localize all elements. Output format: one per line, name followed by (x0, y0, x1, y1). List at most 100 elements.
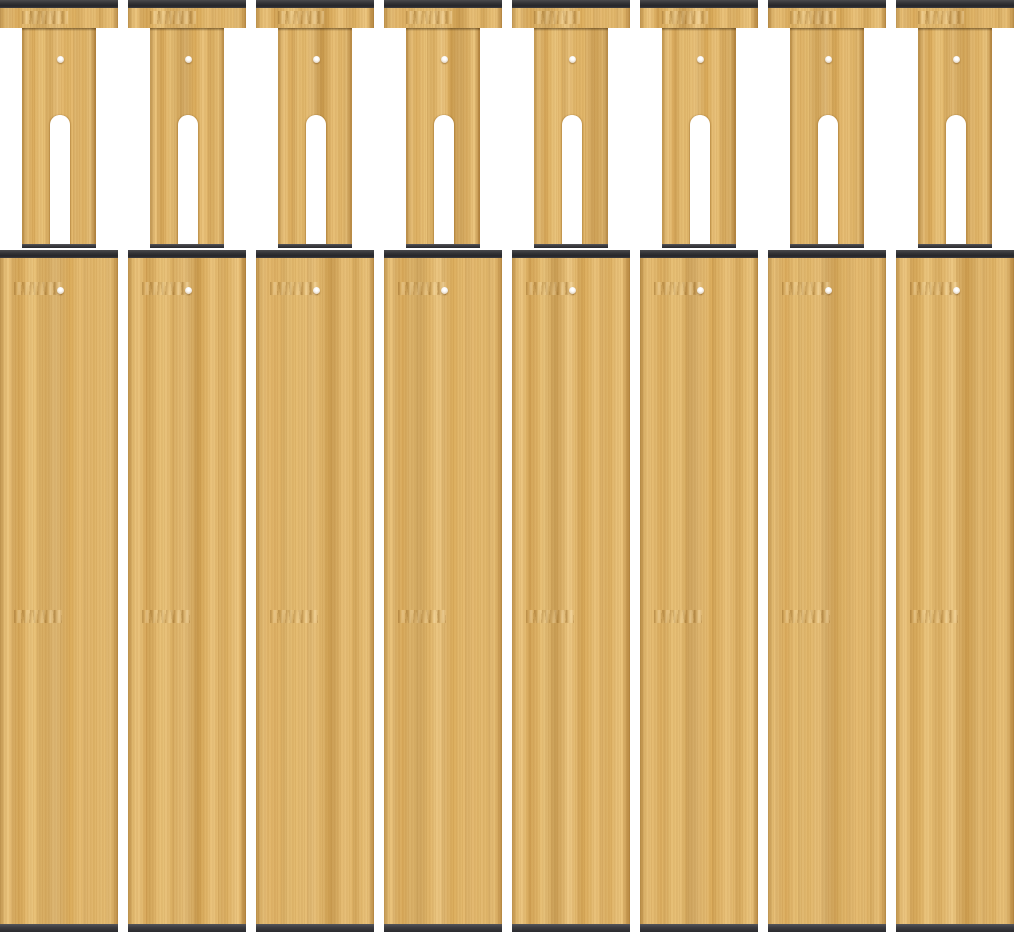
finger-hole (952, 55, 960, 63)
leg-foot-cap (22, 244, 96, 248)
bamboo-grain-surface (0, 250, 118, 932)
finger-hole (184, 55, 192, 63)
spring-slot (690, 115, 710, 248)
divider-head (384, 0, 502, 28)
non-slip-rubber-strip (768, 0, 886, 8)
bamboo-grain-surface (256, 250, 374, 932)
divider-board (768, 250, 886, 932)
finger-hole (312, 55, 320, 63)
spring-slot (562, 115, 582, 248)
board-edge-shading-right (496, 250, 502, 932)
board-edge-shading-right (240, 0, 246, 28)
leg-foot-cap (790, 244, 864, 248)
finger-hole (824, 286, 832, 294)
board-edge-shading-right (986, 28, 992, 248)
board-edge-shading-left (256, 250, 261, 932)
divider-spring-leg (150, 28, 224, 248)
non-slip-rubber-strip (384, 250, 502, 258)
board-edge-shading-right (368, 250, 374, 932)
head-underside-shadow (278, 28, 352, 31)
spring-slot (946, 115, 966, 248)
board-edge-shading-right (496, 0, 502, 28)
divider-spring-leg (534, 28, 608, 248)
finger-hole (568, 55, 576, 63)
finger-hole (440, 55, 448, 63)
leg-foot-cap (534, 244, 608, 248)
leg-foot-cap (662, 244, 736, 248)
finger-hole (312, 286, 320, 294)
finger-hole (696, 286, 704, 294)
head-underside-shadow (22, 28, 96, 31)
divider-head (640, 0, 758, 28)
board-edge-shading-left (0, 0, 5, 28)
board-edge-shading-left (768, 250, 773, 932)
board-edge-shading-left (384, 250, 389, 932)
board-edge-shading-left (512, 0, 517, 28)
divider-row-bottom (0, 250, 1024, 932)
head-underside-shadow (406, 28, 480, 31)
board-edge-shading-left (662, 28, 667, 248)
bamboo-grain-surface (640, 250, 758, 932)
head-underside-shadow (534, 28, 608, 31)
board-edge-shading-left (384, 0, 389, 28)
finger-hole (696, 55, 704, 63)
finger-hole (56, 55, 64, 63)
board-edge-shading-right (1008, 0, 1014, 28)
board-edge-shading-right (112, 0, 118, 28)
board-edge-shading-left (790, 28, 795, 248)
divider-head (128, 0, 246, 28)
head-underside-shadow (918, 28, 992, 31)
divider-board (128, 250, 246, 932)
non-slip-rubber-strip (640, 250, 758, 258)
board-edge-shading-left (896, 250, 901, 932)
board-edge-shading-right (346, 28, 352, 248)
head-underside-shadow (790, 28, 864, 31)
board-edge-shading-left (150, 28, 155, 248)
bamboo-grain-surface (768, 250, 886, 932)
board-edge-shading-left (406, 28, 411, 248)
divider-spring-leg (278, 28, 352, 248)
non-slip-rubber-strip (768, 250, 886, 258)
board-edge-shading-left (640, 250, 645, 932)
finger-hole (184, 286, 192, 294)
divider-board (896, 250, 1014, 932)
divider-board (0, 250, 118, 932)
board-edge-shading-left (896, 0, 901, 28)
board-edge-shading-right (624, 0, 630, 28)
board-edge-shading-right (752, 0, 758, 28)
board-edge-shading-right (90, 28, 96, 248)
finger-hole (440, 286, 448, 294)
board-edge-shading-left (278, 28, 283, 248)
bamboo-grain-surface (384, 250, 502, 932)
leg-foot-cap (278, 244, 352, 248)
non-slip-rubber-strip (512, 250, 630, 258)
non-slip-rubber-strip-bottom (384, 924, 502, 932)
non-slip-rubber-strip-bottom (0, 924, 118, 932)
non-slip-rubber-strip (128, 0, 246, 8)
non-slip-rubber-strip (256, 0, 374, 8)
non-slip-rubber-strip (0, 0, 118, 8)
non-slip-rubber-strip-bottom (256, 924, 374, 932)
divider-board (384, 250, 502, 932)
finger-hole (952, 286, 960, 294)
non-slip-rubber-strip-bottom (896, 924, 1014, 932)
divider-head (896, 0, 1014, 28)
finger-hole (56, 286, 64, 294)
divider-board (640, 250, 758, 932)
divider-spring-leg (790, 28, 864, 248)
board-edge-shading-right (474, 28, 480, 248)
finger-hole (568, 286, 576, 294)
non-slip-rubber-strip (896, 250, 1014, 258)
leg-foot-cap (918, 244, 992, 248)
board-edge-shading-right (730, 28, 736, 248)
divider-spring-leg (22, 28, 96, 248)
non-slip-rubber-strip (896, 0, 1014, 8)
board-edge-shading-right (368, 0, 374, 28)
spring-slot (306, 115, 326, 248)
non-slip-rubber-strip-bottom (768, 924, 886, 932)
non-slip-rubber-strip (128, 250, 246, 258)
board-edge-shading-left (512, 250, 517, 932)
divider-head (256, 0, 374, 28)
board-edge-shading-left (128, 250, 133, 932)
